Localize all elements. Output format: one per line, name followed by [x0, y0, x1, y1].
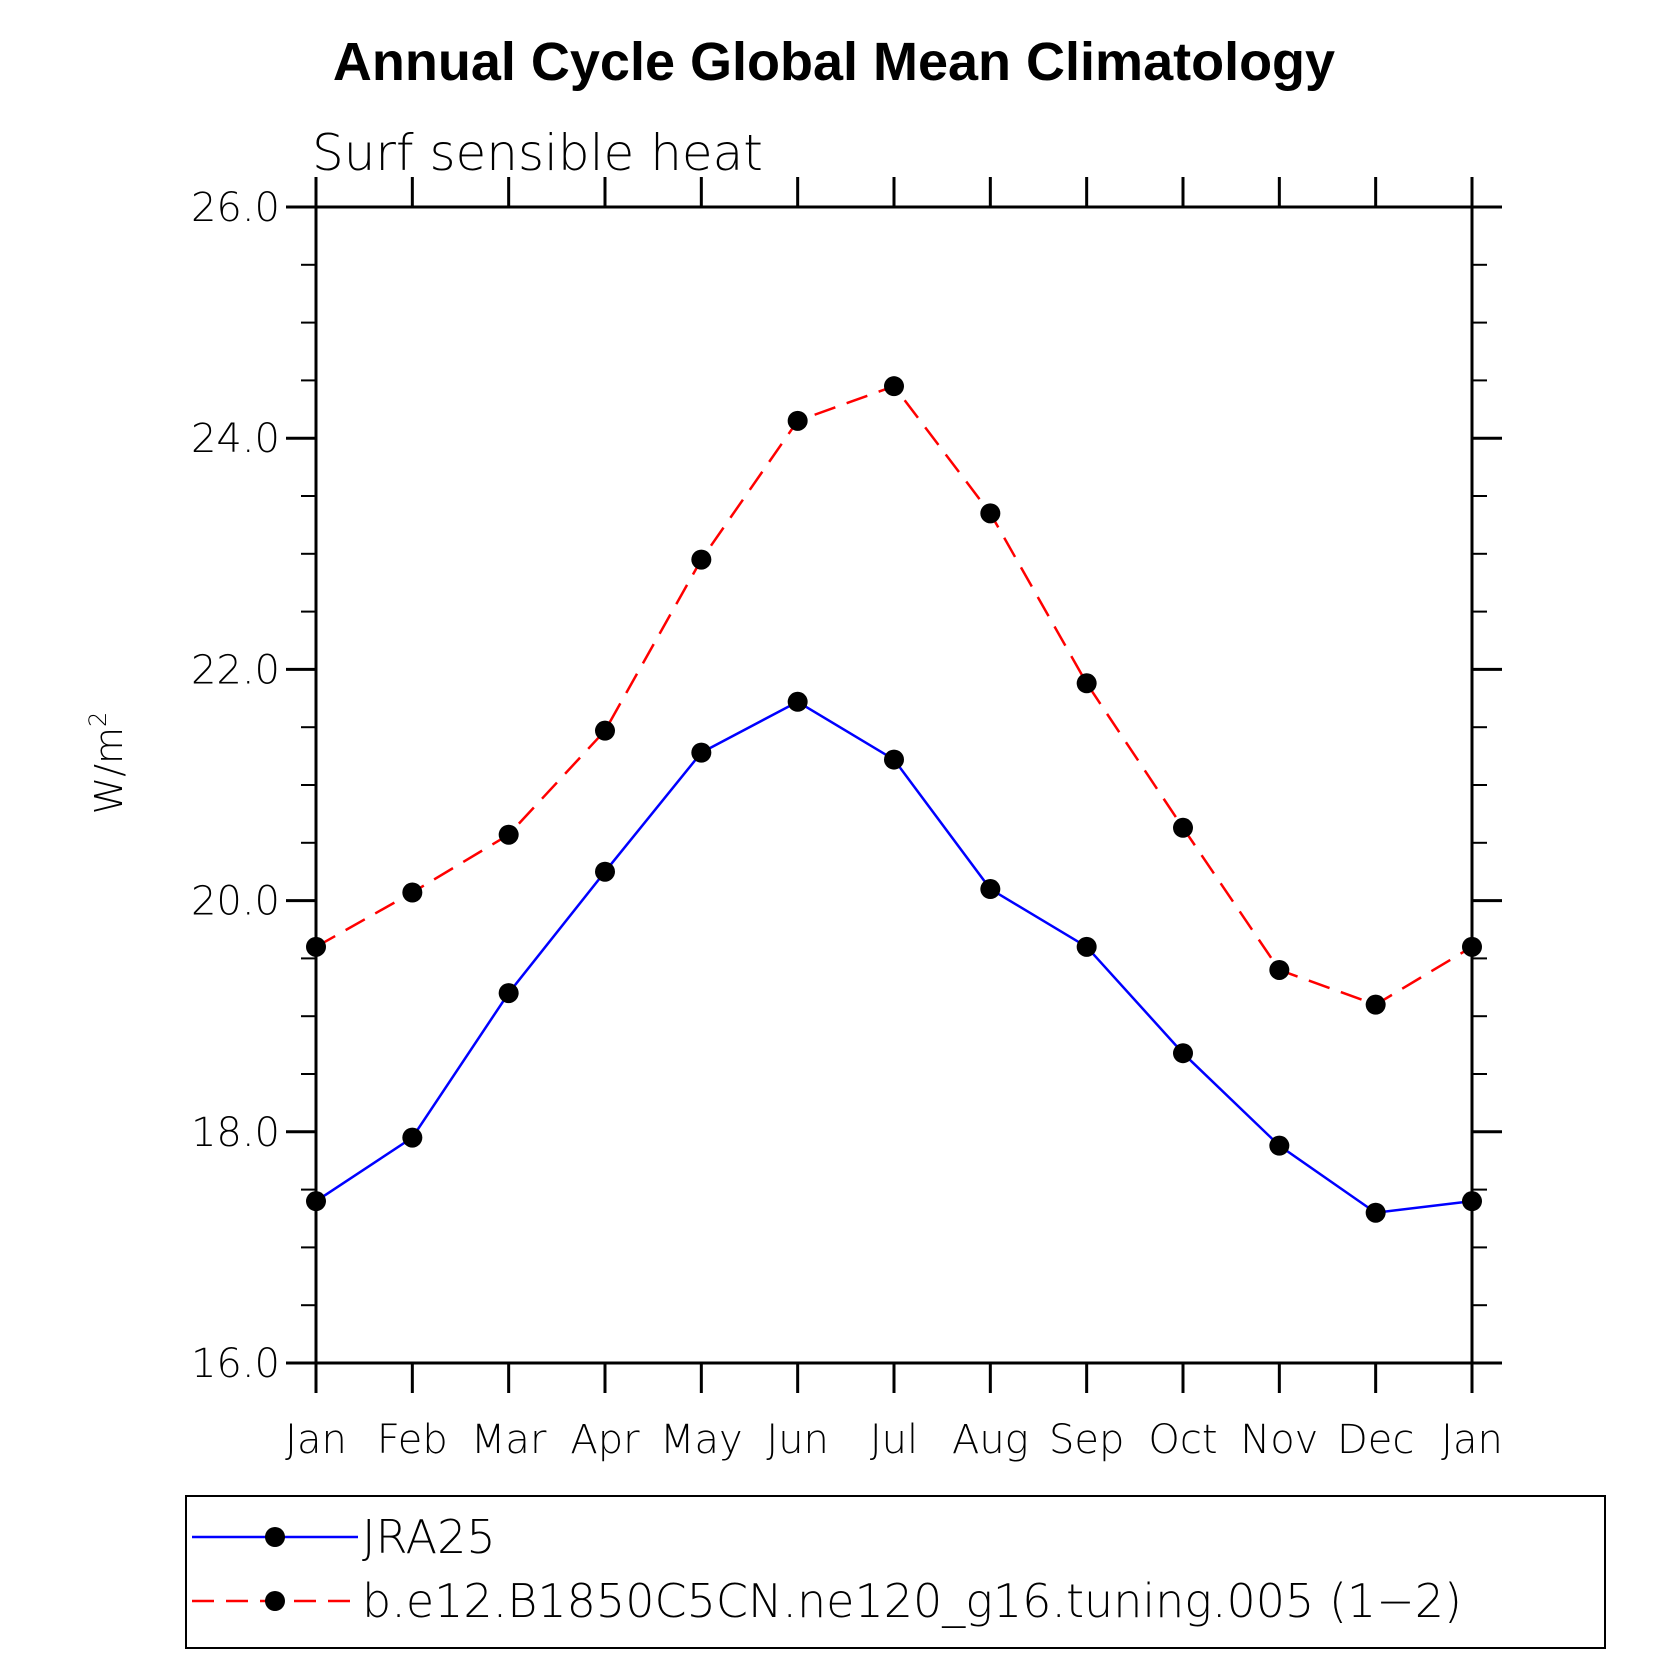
y-axis-label-superscript: 2 — [84, 712, 112, 727]
svg-text:W/m2: W/m2 — [84, 712, 131, 815]
legend-marker — [265, 1527, 285, 1547]
data-point — [1462, 1191, 1482, 1212]
y-tick-label: 18.0 — [191, 1110, 280, 1156]
legend-box — [185, 1495, 1606, 1649]
data-point — [306, 936, 326, 957]
x-tick-label: Apr — [570, 1417, 640, 1463]
data-point — [787, 410, 808, 431]
data-point — [306, 1191, 326, 1212]
x-tick-label: Jul — [870, 1417, 918, 1463]
y-tick-label: 16.0 — [191, 1341, 280, 1387]
x-tick-label: Dec — [1337, 1417, 1414, 1463]
data-point — [595, 861, 615, 882]
x-tick-label: Jun — [766, 1417, 829, 1463]
series-line-2 — [315, 384, 1473, 1007]
x-tick-label: Aug — [952, 1417, 1029, 1463]
series-lines — [315, 384, 1473, 1215]
y-axis-label-main: W/m — [87, 727, 131, 814]
data-point — [980, 879, 1001, 900]
legend-label: b.e12.B1850C5CN.ne120_g16.tuning.005 (1−… — [362, 1574, 1462, 1628]
data-point — [1269, 959, 1290, 980]
y-tick-label: 22.0 — [191, 647, 280, 693]
x-tick-label: Nov — [1240, 1417, 1318, 1463]
series-line-1 — [315, 700, 1473, 1215]
legend-label: JRA25 — [362, 1510, 496, 1564]
series-points — [306, 376, 1482, 1223]
legend-marker — [265, 1591, 285, 1611]
x-tick-label: Jan — [1441, 1417, 1503, 1463]
x-tick-label: Sep — [1049, 1417, 1124, 1463]
data-point — [1076, 673, 1097, 694]
data-point — [1173, 817, 1193, 838]
data-point — [787, 691, 808, 712]
data-point — [1365, 1202, 1386, 1223]
chart-subtitle: Surf sensible heat — [312, 124, 763, 182]
data-point — [498, 983, 519, 1004]
x-tick-label: May — [660, 1417, 743, 1463]
y-tick-label: 20.0 — [191, 879, 280, 925]
axis-ticks — [286, 177, 1502, 1393]
data-point — [691, 742, 712, 763]
data-point — [1365, 994, 1386, 1015]
data-point — [884, 749, 904, 770]
y-tick-label: 26.0 — [191, 185, 280, 231]
data-point — [498, 824, 519, 845]
data-point — [1462, 936, 1482, 957]
legend: JRA25 b.e12.B1850C5CN.ne120_g16.tuning.00… — [192, 1510, 1462, 1628]
data-point — [402, 1127, 423, 1148]
data-point — [595, 720, 615, 741]
data-point — [1269, 1135, 1290, 1156]
x-tick-label: Mar — [471, 1417, 547, 1463]
y-axis-label: W/m2 — [84, 712, 131, 815]
x-tick-label: Jan — [285, 1417, 347, 1463]
x-tick-label: Feb — [377, 1417, 448, 1463]
data-point — [884, 376, 904, 397]
axis-tick-labels: Jan Feb Mar Apr May Jun Jul Aug Sep Oct Nov Dec Jan1… — [191, 185, 1503, 1463]
data-point — [402, 882, 423, 903]
chart-title: Annual Cycle Global Mean Climatology — [333, 32, 1335, 92]
data-point — [1076, 936, 1097, 957]
data-point — [1173, 1043, 1193, 1064]
x-tick-label: Oct — [1148, 1417, 1217, 1463]
data-point — [691, 549, 712, 570]
data-point — [980, 503, 1001, 524]
y-tick-label: 24.0 — [191, 416, 280, 462]
